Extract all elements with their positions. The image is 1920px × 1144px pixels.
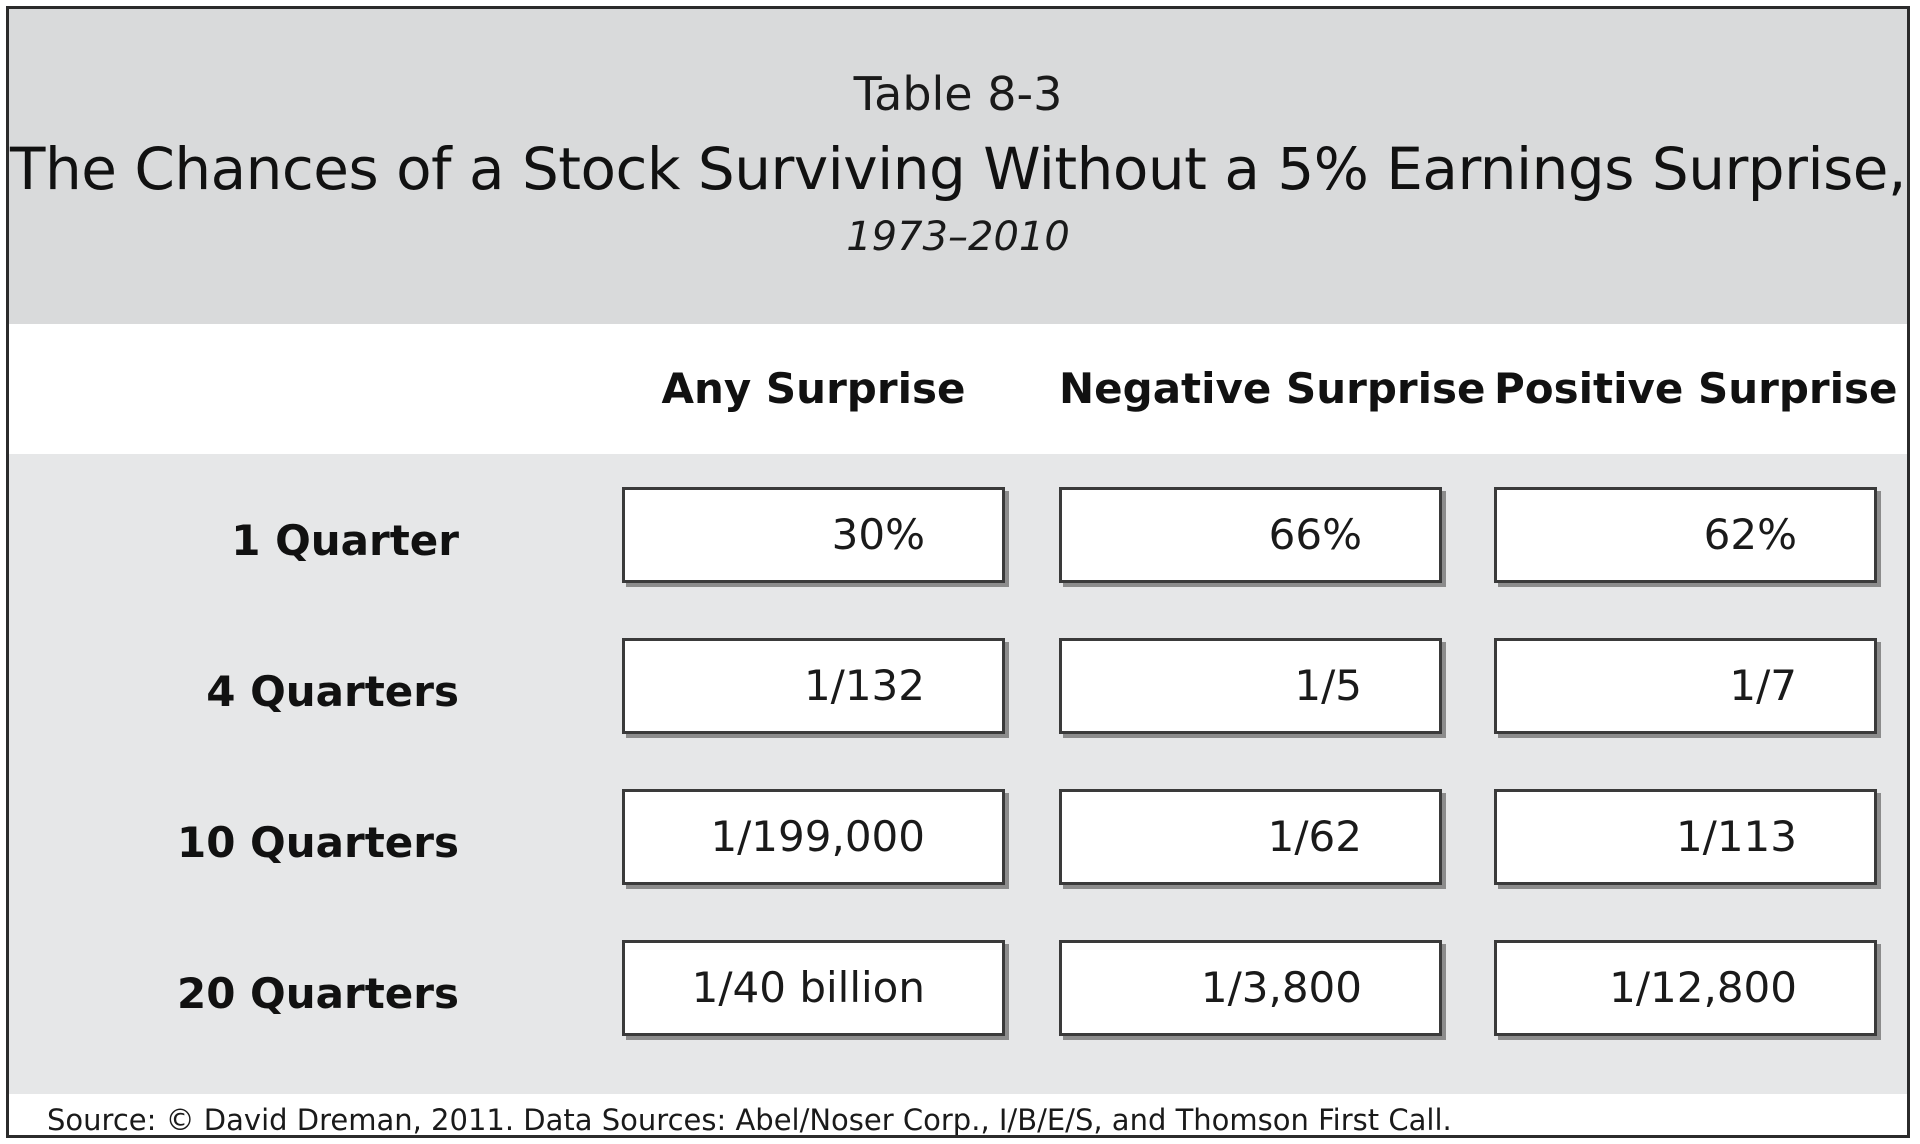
- column-header-positive-surprise: Positive Surprise: [1494, 364, 1898, 413]
- cell-4-quarters-positive: 1/7: [1494, 638, 1877, 734]
- cell-value: 1/132: [803, 661, 925, 710]
- cell-value: 30%: [831, 510, 925, 559]
- cell-value: 1/12,800: [1609, 963, 1797, 1012]
- source-band: [9, 1094, 1907, 1135]
- cell-10-quarters-positive: 1/113: [1494, 789, 1877, 885]
- cell-value: 62%: [1703, 510, 1797, 559]
- cell-value: 1/62: [1267, 812, 1362, 861]
- cell-20-quarters-positive: 1/12,800: [1494, 940, 1877, 1036]
- source-note: Source: © David Dreman, 2011. Data Sourc…: [47, 1103, 1452, 1137]
- row-label-20-quarters: 20 Quarters: [176, 969, 459, 1018]
- cell-1-quarter-positive: 62%: [1494, 487, 1877, 583]
- table-subtitle: 1973–2010: [846, 214, 1070, 260]
- cell-20-quarters-any: 1/40 billion: [622, 940, 1005, 1036]
- row-label-1-quarter: 1 Quarter: [231, 516, 459, 565]
- table-title: The Chances of a Stock Surviving Without…: [10, 135, 1906, 203]
- cell-value: 1/3,800: [1200, 963, 1362, 1012]
- table-figure: Table 8-3 The Chances of a Stock Survivi…: [6, 6, 1910, 1138]
- cell-1-quarter-any: 30%: [622, 487, 1005, 583]
- cell-4-quarters-negative: 1/5: [1059, 638, 1442, 734]
- cell-value: 1/199,000: [710, 812, 925, 861]
- cell-4-quarters-any: 1/132: [622, 638, 1005, 734]
- row-label-10-quarters: 10 Quarters: [176, 818, 459, 867]
- cell-value: 1/113: [1675, 812, 1797, 861]
- cell-1-quarter-negative: 66%: [1059, 487, 1442, 583]
- cell-value: 66%: [1268, 510, 1362, 559]
- cell-10-quarters-any: 1/199,000: [622, 789, 1005, 885]
- row-label-4-quarters: 4 Quarters: [206, 667, 459, 716]
- cell-value: 1/40 billion: [691, 963, 925, 1012]
- column-header-negative-surprise: Negative Surprise: [1059, 364, 1486, 413]
- table-number: Table 8-3: [853, 67, 1063, 121]
- cell-value: 1/7: [1729, 661, 1797, 710]
- column-header-any-surprise: Any Surprise: [661, 364, 966, 413]
- column-header-band: [9, 324, 1907, 454]
- cell-value: 1/5: [1294, 661, 1362, 710]
- cell-10-quarters-negative: 1/62: [1059, 789, 1442, 885]
- cell-20-quarters-negative: 1/3,800: [1059, 940, 1442, 1036]
- title-band: [9, 9, 1907, 324]
